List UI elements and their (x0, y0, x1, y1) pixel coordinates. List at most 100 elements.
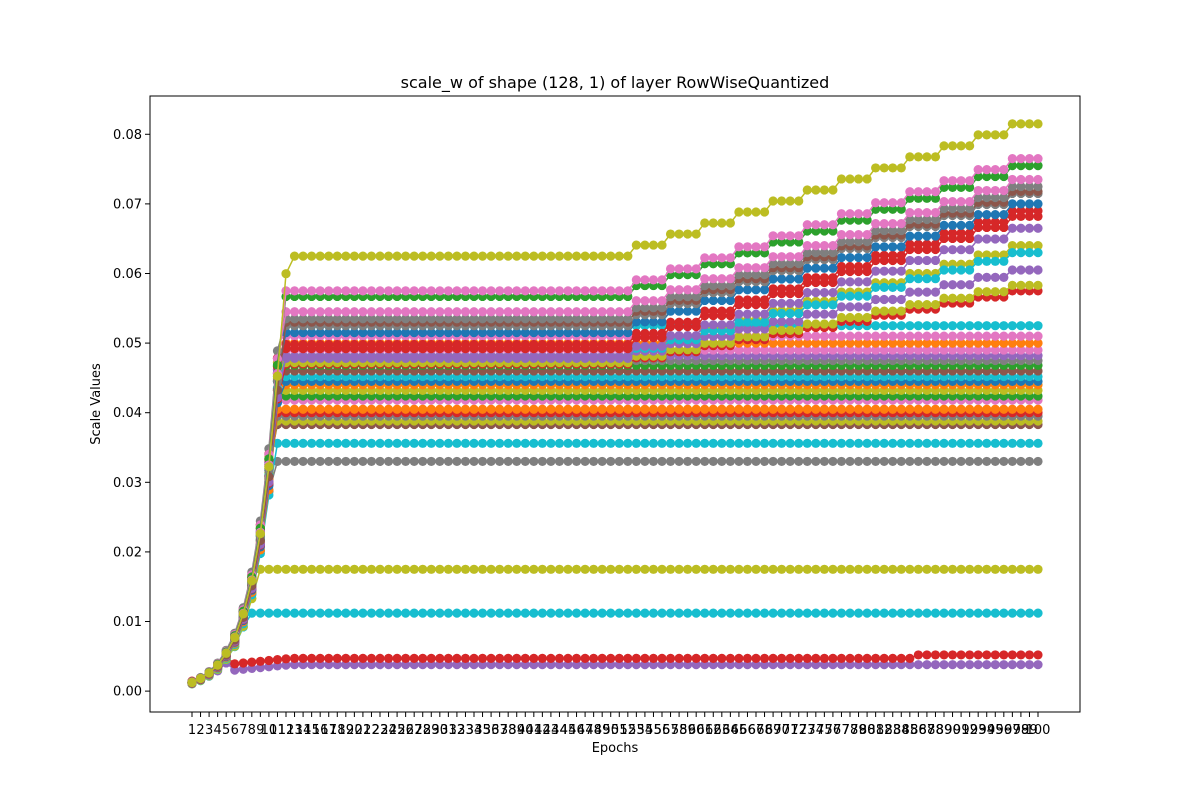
data-point (819, 438, 829, 448)
data-point (785, 456, 795, 467)
data-point (819, 220, 829, 230)
data-point (674, 317, 684, 327)
data-point (896, 438, 906, 448)
data-point (392, 456, 402, 467)
data-point (700, 456, 710, 467)
data-point (247, 576, 257, 586)
data-point (289, 307, 300, 317)
data-point (759, 456, 770, 467)
data-point (802, 288, 812, 298)
data-point (973, 564, 983, 574)
data-point (606, 653, 616, 664)
data-point (529, 286, 539, 296)
data-point (777, 298, 787, 308)
data-point (785, 404, 795, 414)
data-point (913, 404, 923, 414)
data-point (905, 187, 915, 197)
data-point (665, 330, 676, 341)
data-point (606, 564, 616, 574)
data-point (905, 287, 915, 297)
x-tick-label: 18 (329, 723, 346, 738)
data-point (640, 456, 650, 467)
data-point (965, 203, 975, 214)
data-point (332, 314, 342, 324)
data-point (580, 653, 590, 664)
data-point (939, 220, 949, 230)
x-tick-label: 38 (500, 723, 517, 738)
data-point (956, 293, 966, 303)
data-point (768, 298, 778, 308)
data-point (956, 321, 966, 331)
data-point (520, 456, 530, 467)
data-point (759, 564, 770, 574)
data-point (563, 328, 573, 338)
data-point (930, 239, 941, 249)
data-point (341, 251, 351, 261)
data-point (913, 321, 923, 331)
data-point (982, 608, 992, 618)
data-point (708, 338, 718, 348)
data-point (409, 328, 419, 338)
x-tick-label: 19 (338, 723, 355, 738)
data-point (947, 220, 958, 230)
data-point (418, 314, 428, 324)
data-point (879, 608, 889, 618)
data-point (477, 352, 488, 362)
data-point (725, 253, 735, 263)
data-point (879, 438, 889, 448)
data-point (486, 307, 496, 317)
data-point (819, 185, 829, 195)
data-point (597, 608, 607, 618)
data-point (623, 314, 633, 324)
data-point (725, 320, 735, 330)
data-point (785, 338, 795, 348)
data-point (571, 307, 582, 317)
data-point (896, 242, 906, 252)
data-point (871, 219, 881, 229)
data-point (973, 287, 983, 297)
data-point (375, 352, 385, 362)
data-point (947, 321, 958, 331)
data-point (691, 306, 701, 316)
data-point (324, 251, 334, 261)
data-point (512, 251, 522, 261)
data-point (717, 564, 727, 574)
data-point (529, 307, 539, 317)
data-point (409, 251, 419, 261)
data-point (717, 295, 727, 306)
data-point (443, 314, 453, 324)
data-point (614, 339, 624, 350)
data-point (589, 564, 599, 574)
data-point (751, 456, 761, 467)
data-point (307, 456, 317, 467)
data-point (734, 324, 744, 334)
data-point (383, 438, 394, 448)
data-point (999, 331, 1009, 341)
data-point (802, 608, 812, 618)
data-point (349, 328, 359, 338)
data-point (1016, 248, 1026, 258)
data-point (503, 456, 513, 467)
data-point (401, 653, 411, 664)
data-point (913, 608, 923, 618)
data-point (1033, 174, 1043, 185)
data-point (443, 564, 453, 574)
data-point (734, 438, 744, 448)
data-point (563, 653, 573, 664)
data-point (537, 564, 547, 574)
data-point (1016, 161, 1026, 171)
data-point (495, 251, 505, 261)
data-point (751, 438, 761, 448)
data-point (264, 564, 274, 574)
data-point (614, 456, 624, 467)
data-point (982, 234, 992, 244)
data-point (751, 270, 761, 280)
x-tick-label: 31 (440, 723, 457, 738)
data-point (742, 295, 753, 305)
data-point (965, 564, 975, 574)
data-point (819, 338, 829, 348)
data-point (717, 320, 727, 330)
data-point (503, 314, 513, 324)
data-point (930, 650, 941, 660)
data-point (324, 456, 334, 467)
